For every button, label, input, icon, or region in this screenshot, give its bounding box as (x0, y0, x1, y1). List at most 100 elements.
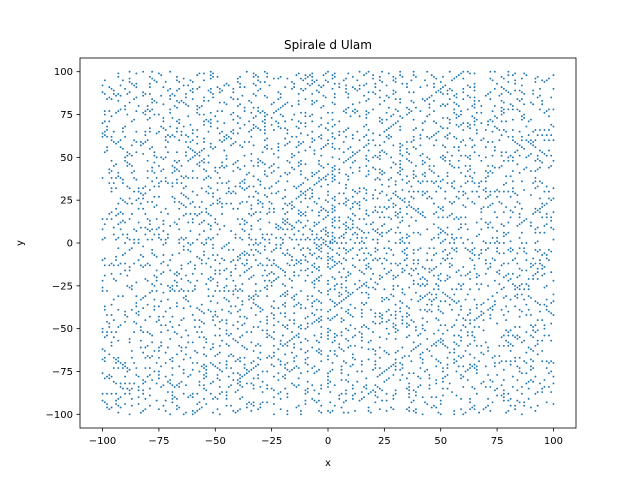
prime-point (381, 276, 384, 279)
prime-point (534, 128, 537, 131)
prime-point (349, 146, 352, 149)
prime-point (230, 271, 232, 274)
prime-point (203, 384, 205, 387)
prime-point (538, 310, 541, 313)
prime-point (178, 272, 181, 275)
prime-point (248, 370, 251, 373)
prime-point (151, 341, 154, 344)
prime-point (153, 233, 156, 236)
prime-point (414, 209, 417, 212)
prime-point (171, 315, 174, 318)
prime-point (257, 106, 260, 109)
prime-point (209, 70, 212, 73)
prime-point (180, 175, 183, 178)
prime-point (480, 283, 483, 286)
prime-point (297, 219, 300, 222)
prime-point (541, 391, 544, 393)
prime-point (453, 348, 456, 351)
prime-point (230, 274, 232, 277)
prime-point (475, 128, 478, 131)
prime-point (239, 82, 242, 85)
prime-point (144, 356, 147, 359)
prime-point (257, 250, 260, 253)
prime-point (511, 128, 514, 131)
prime-point (261, 329, 264, 332)
prime-point (176, 89, 178, 92)
prime-point (552, 382, 555, 385)
prime-point (207, 236, 210, 239)
prime-point (135, 110, 138, 113)
prime-point (191, 128, 194, 131)
prime-point (268, 207, 271, 210)
prime-point (462, 70, 465, 73)
prime-point (496, 82, 499, 85)
prime-point (241, 385, 244, 388)
prime-point (433, 110, 435, 113)
prime-point (295, 355, 298, 358)
prime-point (534, 242, 537, 244)
prime-point (552, 125, 555, 128)
prime-point (545, 308, 548, 311)
prime-point (290, 118, 293, 121)
prime-point (414, 106, 417, 109)
prime-point (243, 315, 246, 318)
prime-point (286, 341, 289, 344)
prime-point (462, 242, 465, 244)
prime-point (466, 94, 469, 97)
prime-point (182, 125, 185, 128)
prime-point (212, 192, 214, 195)
prime-point (252, 72, 255, 75)
prime-point (426, 283, 429, 286)
prime-point (151, 70, 154, 73)
prime-point (261, 161, 264, 164)
prime-point (297, 161, 300, 164)
prime-point (374, 391, 377, 393)
prime-point (270, 356, 273, 359)
prime-point (133, 262, 136, 265)
prime-point (270, 233, 273, 236)
prime-point (421, 159, 424, 162)
prime-point (453, 200, 456, 203)
prime-point (487, 123, 490, 126)
prime-point (345, 310, 347, 313)
prime-point (534, 170, 537, 173)
prime-point (115, 392, 118, 395)
prime-point (146, 238, 149, 241)
prime-point (230, 130, 232, 133)
prime-point (214, 146, 217, 149)
prime-point (311, 397, 314, 400)
prime-point (509, 329, 512, 332)
prime-point (548, 166, 550, 169)
prime-point (408, 286, 411, 289)
prime-point (135, 96, 138, 99)
prime-point (157, 236, 160, 239)
prime-point (234, 391, 237, 393)
prime-point (507, 221, 510, 224)
prime-point (500, 106, 503, 109)
prime-point (115, 94, 118, 97)
prime-point (180, 380, 183, 383)
prime-point (534, 392, 537, 395)
prime-point (214, 218, 217, 220)
prime-point (498, 272, 501, 275)
prime-point (173, 290, 176, 292)
prime-point (473, 264, 476, 267)
prime-point (169, 135, 172, 138)
prime-point (480, 122, 483, 125)
prime-point (151, 108, 154, 111)
prime-point (254, 290, 257, 292)
prime-point (428, 106, 431, 109)
prime-point (433, 223, 435, 226)
prime-point (419, 298, 422, 301)
prime-point (378, 103, 381, 106)
prime-point (378, 336, 381, 339)
prime-point (277, 228, 280, 231)
prime-point (394, 163, 397, 166)
prime-point (250, 152, 253, 155)
prime-point (176, 271, 178, 274)
prime-point (538, 382, 541, 385)
prime-point (496, 195, 499, 198)
prime-point (155, 132, 158, 135)
prime-point (448, 163, 451, 166)
prime-point (520, 413, 523, 416)
